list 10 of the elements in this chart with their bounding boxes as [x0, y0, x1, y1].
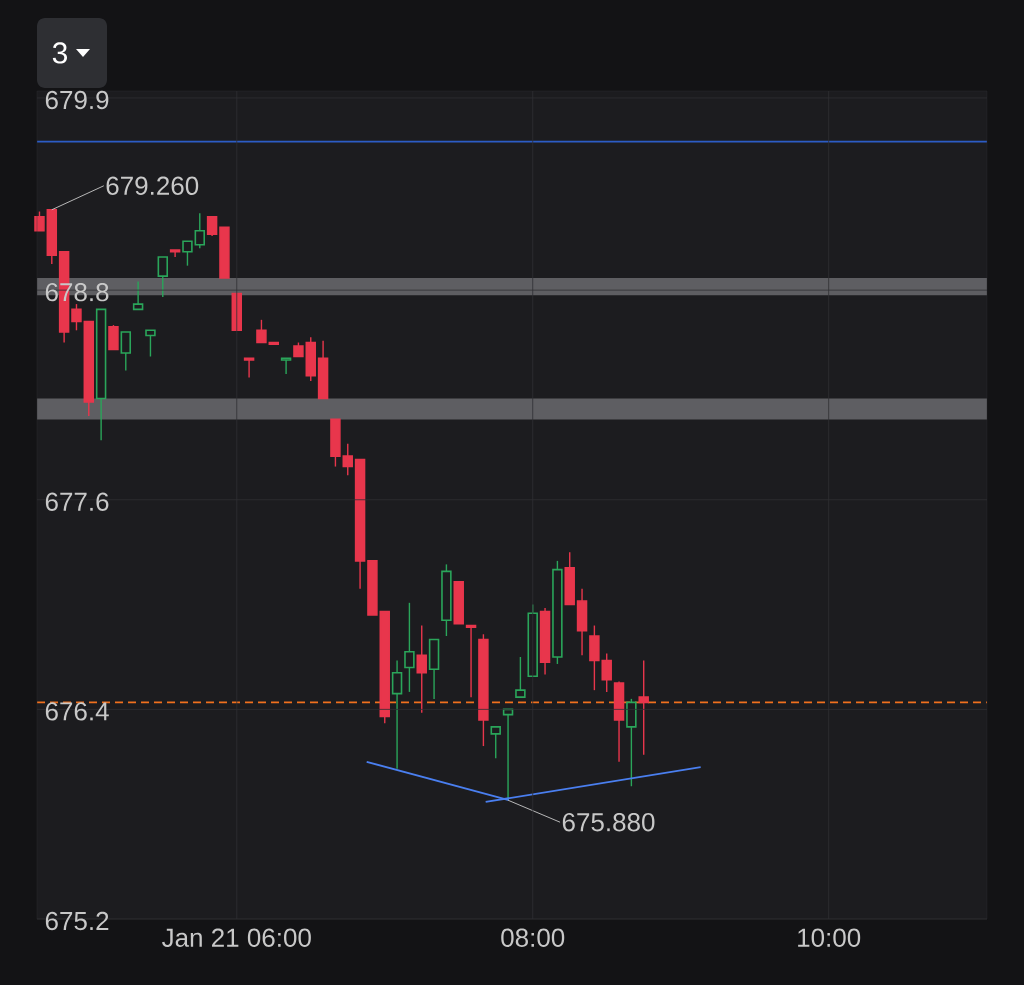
- y-tick-label: 676.4: [45, 702, 109, 721]
- y-tick-label: 675.2: [45, 911, 109, 931]
- annotation: 675.880: [562, 813, 655, 832]
- y-tick-label: 679.9: [45, 90, 109, 110]
- x-tick-label: Jan 21 06:00: [162, 928, 311, 947]
- x-tick-label: 10:00: [798, 928, 861, 947]
- annotation: 679.260: [106, 176, 199, 195]
- x-tick-label: 08:00: [501, 928, 565, 947]
- text: 3: [52, 42, 68, 64]
- y-tick-label: 677.6: [45, 492, 109, 511]
